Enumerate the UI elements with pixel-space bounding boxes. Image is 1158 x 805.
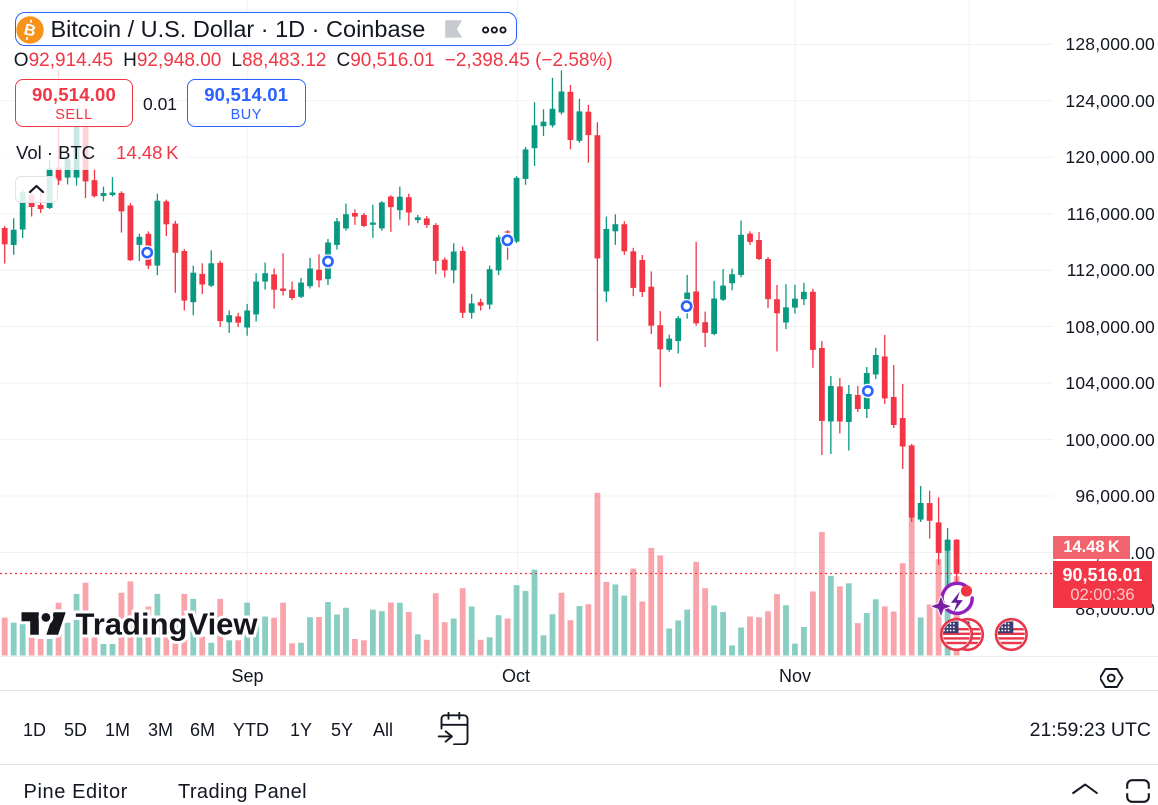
svg-text:B: B	[22, 21, 37, 40]
svg-text:TradingView: TradingView	[76, 607, 259, 642]
